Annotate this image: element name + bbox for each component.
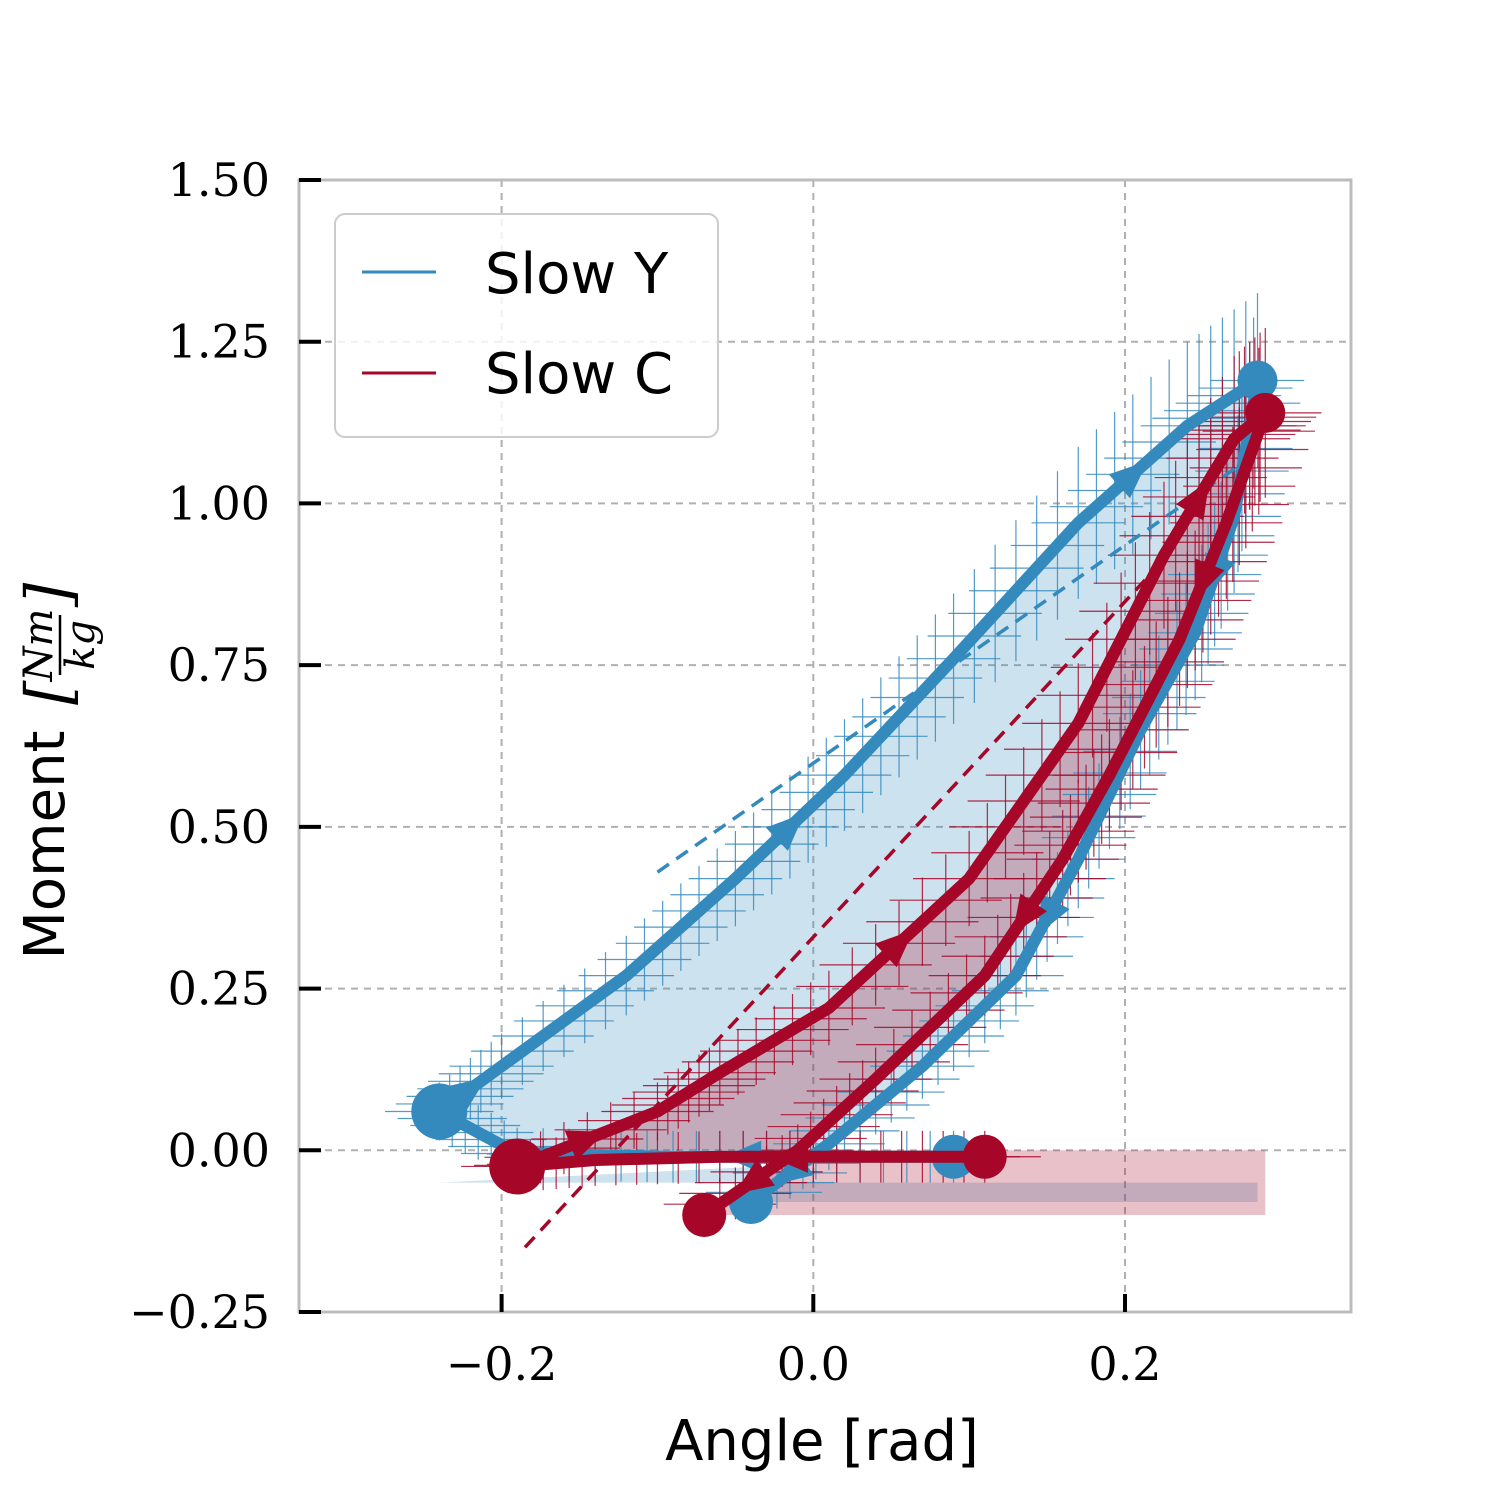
point-marker: [962, 1134, 1007, 1179]
direction-arrow: [1108, 461, 1148, 499]
y-tick-label: 1.25: [168, 315, 270, 369]
legend-box: [334, 213, 719, 438]
direction-arrow: [1037, 893, 1070, 936]
series-line-slow-c: [511, 406, 1272, 1221]
legend-label-slow-y: Slow Y: [485, 242, 669, 307]
y-axis-unit-denominator: kg: [58, 620, 104, 670]
x-axis-title: Angle [rad]: [665, 1409, 979, 1474]
y-axis-bracket-left: [: [12, 680, 85, 705]
ticks: −0.2 0.0 0.2 −0.25 0.00 0.25 0.50 0.75 1.00 1.25 1…: [129, 153, 1162, 1391]
plot-frame: [297, 178, 1353, 1314]
direction-arrow: [765, 813, 805, 851]
y-tick-label: 1.00: [168, 476, 270, 530]
direction-arrow: [769, 1140, 808, 1173]
legend-label-slow-c: Slow C: [485, 342, 673, 407]
y-tick-label: 1.50: [168, 153, 270, 207]
x-tick-label: 0.2: [1088, 1337, 1161, 1391]
x-tick-label: −0.2: [446, 1337, 558, 1391]
direction-arrow: [564, 1130, 606, 1161]
y-tick-label: 0.75: [168, 638, 270, 692]
direction-arrow: [1012, 893, 1048, 935]
point-marker: [1237, 360, 1278, 401]
y-axis-unit-numerator: Nm: [16, 609, 62, 683]
direction-arrow: [446, 1077, 487, 1113]
y-tick-label: 0.00: [168, 1123, 270, 1177]
x-tick-label: 0.0: [777, 1337, 850, 1391]
y-axis-label: Moment: [13, 730, 78, 959]
point-marker: [411, 1083, 468, 1140]
point-marker: [489, 1138, 546, 1195]
direction-arrow: [874, 929, 914, 968]
y-axis-title: Moment [ Nm kg ]: [12, 582, 104, 960]
y-axis-bracket-right: ]: [12, 582, 85, 608]
direction-arrow: [1194, 558, 1225, 600]
y-tick-label: −0.25: [129, 1285, 270, 1339]
fit-line-slow-c: [523, 566, 1158, 1249]
y-tick-label: 0.25: [168, 962, 270, 1016]
direction-arrow: [734, 1159, 775, 1195]
point-marker: [1245, 392, 1286, 433]
plot-area: [385, 293, 1322, 1249]
direction-arrow: [1176, 479, 1210, 521]
legend: Slow Y Slow C: [334, 213, 719, 438]
series-line-slow-y: [433, 374, 1264, 1209]
point-marker: [682, 1192, 727, 1237]
direction-arrow: [773, 1149, 814, 1185]
area-slow-c: [517, 412, 1266, 1215]
y-tick-label: 0.50: [168, 800, 270, 854]
fit-line-slow-y: [656, 456, 1251, 874]
area-slow-y: [439, 380, 1258, 1203]
